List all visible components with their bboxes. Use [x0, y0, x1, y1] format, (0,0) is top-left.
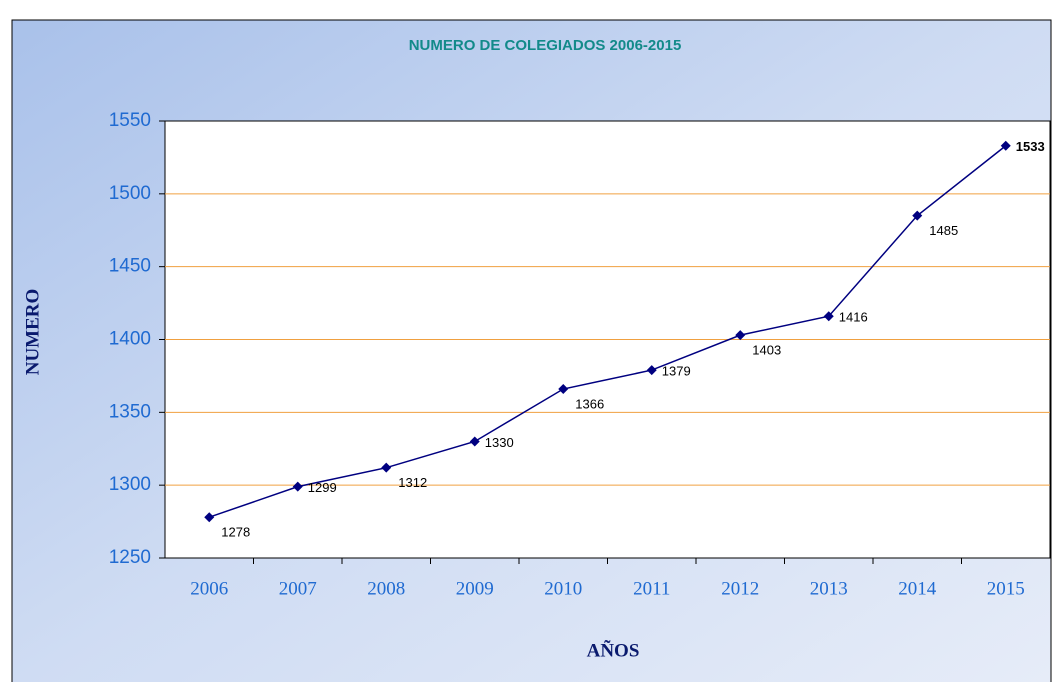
marker [381, 462, 392, 473]
data-label: 1379 [662, 364, 691, 379]
x-tick-label: 2007 [279, 578, 317, 599]
marker [735, 330, 746, 341]
y-tick-label: 1550 [109, 110, 151, 131]
data-label: 1278 [221, 525, 250, 540]
data-label: 1330 [485, 435, 514, 450]
data-label: 1403 [752, 343, 781, 358]
y-tick-label: 1400 [109, 329, 151, 350]
x-tick-label: 2008 [367, 578, 405, 599]
marker [1000, 140, 1011, 151]
x-tick-label: 2014 [898, 578, 937, 599]
y-tick-label: 1450 [109, 256, 151, 277]
x-tick-label: 2013 [810, 578, 848, 599]
data-label: 1416 [839, 310, 868, 325]
x-tick-label: 2011 [633, 578, 670, 599]
marker [292, 481, 303, 492]
y-axis-label: NUMERO [22, 289, 43, 376]
x-tick-label: 2015 [987, 578, 1025, 599]
marker [558, 384, 569, 395]
marker [823, 311, 834, 322]
x-tick-label: 2010 [544, 578, 582, 599]
x-tick-label: 2009 [456, 578, 494, 599]
line [209, 145, 1007, 518]
x-tick-label: 2012 [721, 578, 759, 599]
marker [912, 210, 923, 221]
data-label: 1366 [575, 396, 604, 411]
data-label: 1299 [308, 480, 337, 495]
chart-title: NUMERO DE COLEGIADOS 2006-2015 [409, 37, 682, 54]
y-tick-label: 1250 [109, 547, 151, 568]
y-tick-label: 1300 [109, 474, 151, 495]
data-label: 1485 [929, 223, 958, 238]
marker [646, 365, 657, 376]
x-tick-label: 2006 [190, 578, 228, 599]
marker [204, 512, 215, 523]
x-axis-label: AÑOS [587, 639, 640, 661]
marker [469, 436, 480, 447]
y-tick-label: 1500 [109, 183, 151, 204]
y-tick-label: 1350 [109, 401, 151, 422]
data-label: 1533 [1016, 139, 1045, 154]
data-label: 1312 [398, 475, 427, 490]
